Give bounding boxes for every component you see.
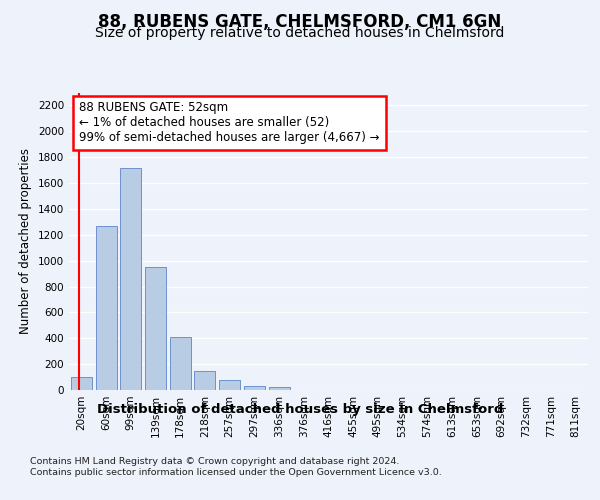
Bar <box>219 380 240 390</box>
Text: 88, RUBENS GATE, CHELMSFORD, CM1 6GN: 88, RUBENS GATE, CHELMSFORD, CM1 6GN <box>98 12 502 30</box>
Text: Distribution of detached houses by size in Chelmsford: Distribution of detached houses by size … <box>97 402 503 415</box>
Y-axis label: Number of detached properties: Number of detached properties <box>19 148 32 334</box>
Bar <box>269 388 290 390</box>
Text: 88 RUBENS GATE: 52sqm
← 1% of detached houses are smaller (52)
99% of semi-detac: 88 RUBENS GATE: 52sqm ← 1% of detached h… <box>79 102 380 144</box>
Bar <box>95 226 116 390</box>
Bar <box>194 370 215 390</box>
Bar <box>244 386 265 390</box>
Bar <box>145 267 166 390</box>
Bar <box>170 337 191 390</box>
Text: Size of property relative to detached houses in Chelmsford: Size of property relative to detached ho… <box>95 26 505 40</box>
Text: Contains HM Land Registry data © Crown copyright and database right 2024.
Contai: Contains HM Land Registry data © Crown c… <box>30 458 442 477</box>
Bar <box>120 168 141 390</box>
Bar <box>71 377 92 390</box>
